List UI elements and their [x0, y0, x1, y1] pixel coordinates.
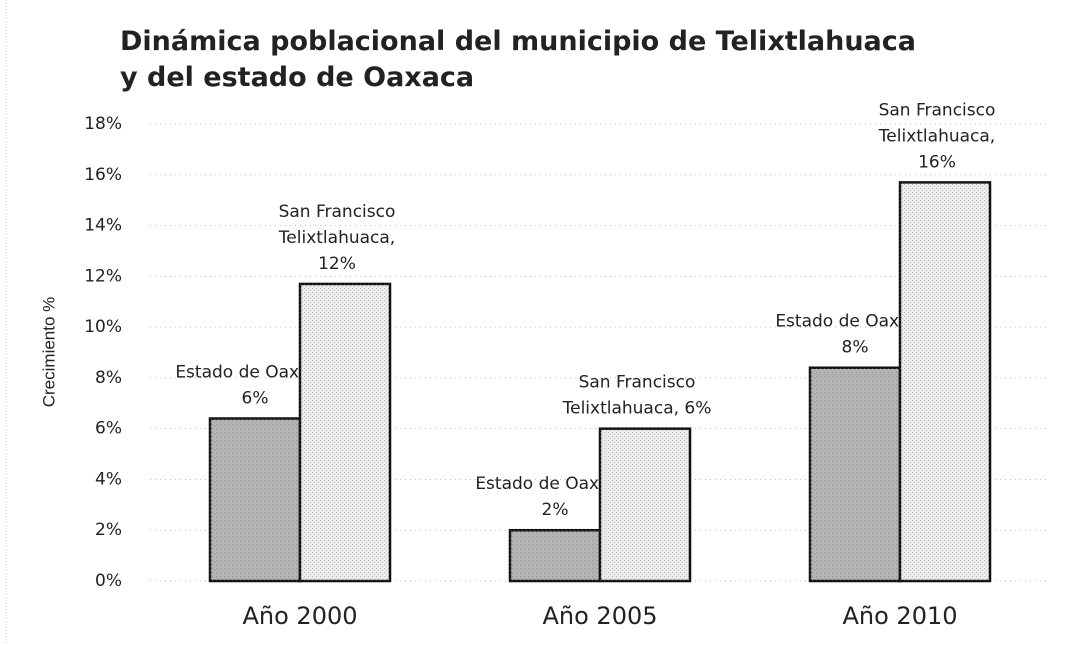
data-label: Estado de Oaxaca, 6%	[175, 363, 334, 409]
data-label: San Francisco Telixtlahuaca, 6%	[562, 373, 712, 419]
y-tick-label: 4%	[95, 469, 122, 489]
y-tick-label: 12%	[84, 266, 122, 286]
x-tick-label: Año 2005	[542, 602, 657, 630]
y-axis-label: Crecimiento %	[39, 297, 58, 408]
chart-title: Dinámica poblacional del municipio de Te…	[120, 26, 916, 93]
y-tick-label: 2%	[95, 520, 122, 540]
y-tick-label: 18%	[84, 114, 122, 134]
y-tick-label: 14%	[84, 216, 122, 236]
bar	[208, 417, 302, 583]
x-tick-label: Año 2010	[842, 602, 957, 630]
y-tick-label: 16%	[84, 165, 122, 185]
bar	[598, 427, 692, 583]
y-tick-label: 0%	[95, 571, 122, 591]
bar	[508, 528, 602, 583]
x-tick-label: Año 2000	[242, 602, 357, 630]
y-tick-label: 6%	[95, 419, 122, 439]
data-label: Estado de Oaxaca, 2%	[475, 474, 634, 520]
y-tick-label: 10%	[84, 317, 122, 337]
data-label: Estado de Oaxaca, 8%	[775, 312, 934, 358]
y-tick-label: 8%	[95, 368, 122, 388]
bar	[898, 181, 992, 583]
data-label: San Francisco Telixtlahuaca, 16%	[878, 100, 996, 172]
bar	[808, 366, 902, 583]
data-label: San Francisco Telixtlahuaca, 12%	[278, 202, 396, 274]
bar	[298, 282, 392, 583]
